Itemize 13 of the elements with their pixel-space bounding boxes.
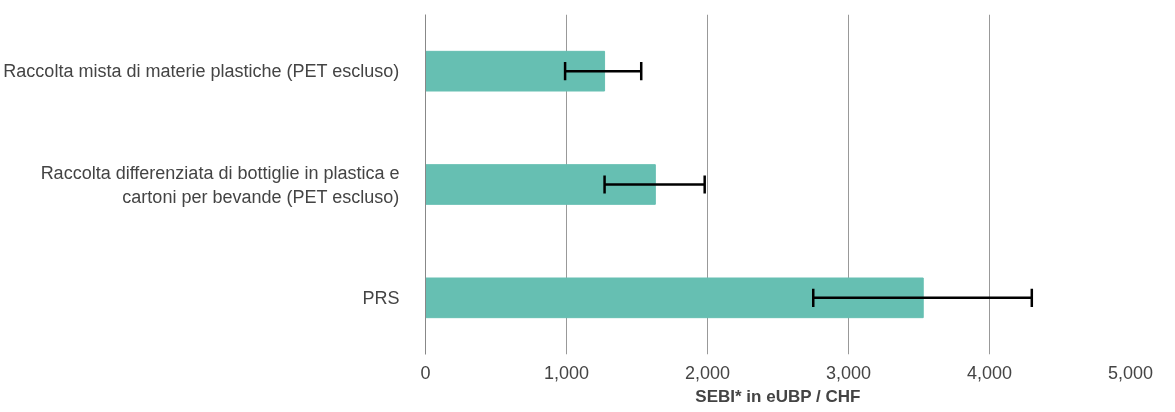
y-tick-label: PRS <box>362 287 400 308</box>
bar <box>425 277 924 319</box>
x-tick-label: 5,000 <box>1107 362 1154 383</box>
y-tick-label: Raccolta mista di materie plastiche (PET escluso) <box>3 61 400 82</box>
x-tick-label: 0 <box>420 362 431 383</box>
x-tick-label: 4,000 <box>966 362 1013 383</box>
y-tick-label: Raccolta differenziata di bottiglie in plastica e cartoni per bevande (PET escluso) <box>40 162 400 207</box>
bar <box>425 50 606 92</box>
x-tick-label: 2,000 <box>684 362 731 383</box>
x-axis-title: SEBI* in eUBP / CHF <box>695 386 861 406</box>
bar <box>425 164 656 205</box>
x-tick-label: 1,000 <box>543 362 590 383</box>
x-tick-label: 3,000 <box>825 362 872 383</box>
